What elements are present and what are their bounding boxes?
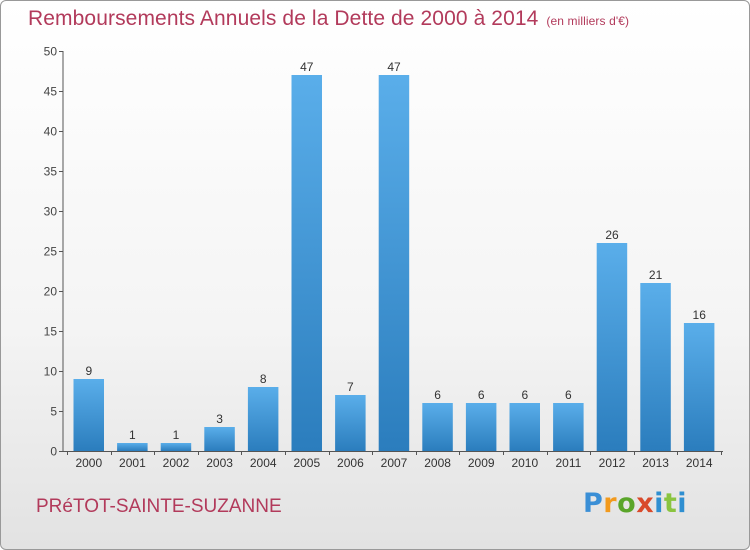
chart-title: Remboursements Annuels de la Dette de 20… (28, 7, 629, 31)
data-label: 47 (387, 60, 401, 74)
x-tick-label: 2001 (119, 456, 146, 470)
x-tick-label: 2008 (424, 456, 451, 470)
bar (509, 403, 540, 451)
data-label: 9 (85, 364, 92, 378)
bar (422, 403, 453, 451)
data-label: 8 (260, 372, 267, 386)
bar (335, 395, 366, 451)
bar (204, 427, 235, 451)
y-tick-label: 0 (50, 445, 57, 459)
x-tick-label: 2005 (293, 456, 320, 470)
x-tick-label: 2013 (642, 456, 669, 470)
logo-letter: t (663, 488, 678, 519)
x-tick-label: 2000 (75, 456, 102, 470)
x-tick-label: 2009 (468, 456, 495, 470)
chart-unit-note: (en milliers d'€) (546, 14, 630, 28)
data-label: 6 (478, 388, 485, 402)
logo-letter: i (677, 488, 688, 519)
proxiti-logo: Proxiti (583, 488, 687, 519)
logo-letter: P (583, 488, 604, 519)
bar (640, 283, 671, 451)
bar (465, 403, 497, 451)
y-tick-label: 45 (44, 85, 58, 99)
bar (291, 75, 322, 451)
y-tick-label: 40 (44, 125, 58, 139)
data-label: 26 (605, 228, 619, 242)
x-tick-label: 2010 (511, 456, 538, 470)
bar (378, 75, 410, 451)
data-label: 1 (173, 428, 180, 442)
data-label: 6 (434, 388, 441, 402)
chart-title-text: Remboursements Annuels de la Dette de 20… (28, 7, 539, 30)
logo-letter: o (617, 488, 637, 519)
y-tick-label: 15 (44, 325, 58, 339)
x-tick-label: 2014 (686, 456, 713, 470)
x-tick-label: 2004 (250, 456, 277, 470)
data-label: 3 (216, 412, 223, 426)
x-tick-label: 2011 (555, 456, 581, 470)
bar (117, 443, 148, 451)
x-tick-label: 2002 (163, 456, 190, 470)
y-tick-label: 20 (44, 285, 58, 299)
y-tick-label: 5 (50, 405, 57, 419)
y-tick-label: 50 (44, 45, 58, 59)
bar (160, 443, 192, 451)
commune-name: PRéTOT-SAINTE-SUZANNE (36, 496, 282, 517)
logo-letter: x (636, 488, 655, 519)
y-tick-label: 25 (44, 245, 58, 259)
x-tick-label: 2007 (381, 456, 408, 470)
data-label: 6 (565, 388, 572, 402)
data-label: 7 (347, 380, 354, 394)
y-tick-label: 10 (44, 365, 58, 379)
data-label: 21 (649, 268, 663, 282)
x-tick-label: 2006 (337, 456, 364, 470)
x-tick-label: 2003 (206, 456, 233, 470)
bar (553, 403, 584, 451)
bar (247, 387, 279, 451)
logo-letter: r (603, 488, 618, 519)
logo-letter: i (654, 488, 664, 519)
bar (683, 323, 715, 451)
data-label: 6 (521, 388, 528, 402)
x-tick-label: 2012 (599, 456, 626, 470)
y-tick-label: 35 (44, 165, 58, 179)
bar (73, 379, 104, 451)
data-label: 47 (300, 60, 314, 74)
y-tick-label: 30 (44, 205, 58, 219)
bar (596, 243, 628, 451)
data-label: 16 (693, 308, 707, 322)
data-label: 1 (129, 428, 136, 442)
